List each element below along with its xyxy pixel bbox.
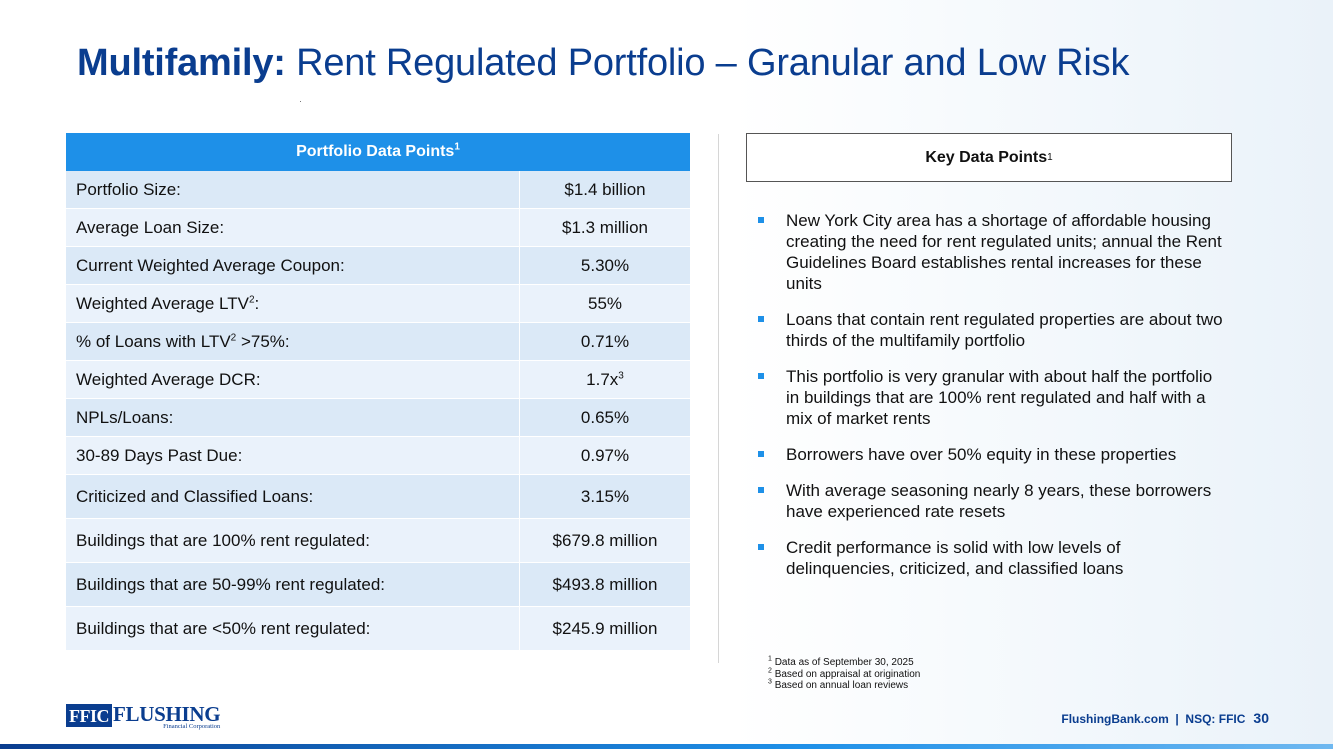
row-label: Portfolio Size: [66,171,519,209]
bullet-text: This portfolio is very granular with abo… [786,367,1213,428]
row-label: % of Loans with LTV2 >75%: [66,323,519,361]
label-text: >75%: [236,331,290,351]
row-value: $1.4 billion [519,171,690,209]
label-text: : [254,293,260,313]
bullet-text: New York City area has a shortage of aff… [786,211,1222,293]
label-sup: 2 [248,293,255,305]
row-label: Buildings that are 50-99% rent regulated… [66,563,519,607]
table-row: Current Weighted Average Coupon: 5.30% [66,247,690,285]
bottom-accent-bar [0,744,1333,749]
square-bullet-icon [758,451,764,457]
row-label: Average Loan Size: [66,209,519,247]
row-value: 0.65% [519,399,690,437]
footnote-text: Data as of September 30, 2025 [774,657,914,668]
row-value: $1.3 million [519,209,690,247]
square-bullet-icon [758,544,764,550]
footnote-text: Based on annual loan reviews [774,680,909,691]
page-title: Multifamily: Rent Regulated Portfolio – … [77,42,1129,85]
table-row: Criticized and Classified Loans: 3.15% [66,475,690,519]
row-label: Current Weighted Average Coupon: [66,247,519,285]
square-bullet-icon [758,217,764,223]
bullet-text: Credit performance is solid with low lev… [786,538,1124,578]
logo-wordmark: FLUSHING Financial Corporation [113,702,221,731]
logo-subtitle: Financial Corporation [163,723,221,730]
list-item: New York City area has a shortage of aff… [758,210,1228,294]
value-sup: 3 [618,369,624,381]
row-label: Weighted Average DCR: [66,361,519,399]
list-item: Borrowers have over 50% equity in these … [758,444,1228,465]
title-dot [300,101,301,102]
table-row: Buildings that are <50% rent regulated: … [66,607,690,651]
footnote: 1 Data as of September 30, 2025 [768,655,920,669]
label-sup: 2 [230,331,237,343]
logo-ffic: FFIC [66,704,112,727]
bullet-text: Borrowers have over 50% equity in these … [786,445,1177,464]
row-value: 0.71% [519,323,690,361]
key-data-points-list: New York City area has a shortage of aff… [758,210,1228,594]
square-bullet-icon [758,373,764,379]
square-bullet-icon [758,316,764,322]
row-value: $245.9 million [519,607,690,651]
list-item: Loans that contain rent regulated proper… [758,309,1228,351]
list-item: With average seasoning nearly 8 years, t… [758,480,1228,522]
footnote-num: 3 [768,678,772,686]
table-row: % of Loans with LTV2 >75%: 0.71% [66,323,690,361]
table-header: Portfolio Data Points1 [66,133,690,171]
title-rest: Rent Regulated Portfolio – Granular and … [296,42,1130,84]
row-label: Buildings that are 100% rent regulated: [66,519,519,563]
row-label: 30-89 Days Past Due: [66,437,519,475]
row-label: Criticized and Classified Loans: [66,475,519,519]
table-header-text: Portfolio Data Points [296,143,455,160]
footnotes: 1 Data as of September 30, 2025 2 Based … [768,655,921,692]
table-row: 30-89 Days Past Due: 0.97% [66,437,690,475]
label-text: Weighted Average LTV [76,293,249,313]
value-text: 1.7x [586,369,619,389]
square-bullet-icon [758,487,764,493]
key-data-points-heading: Key Data Points 1 [746,133,1232,182]
footer-text: FlushingBank.com | NSQ: FFIC [1061,712,1246,726]
row-value: $679.8 million [519,519,690,563]
portfolio-data-table: Portfolio Data Points1 Portfolio Size: $… [66,133,690,651]
table-row: Buildings that are 100% rent regulated: … [66,519,690,563]
bullet-text: With average seasoning nearly 8 years, t… [786,481,1212,521]
page-number: 30 [1253,710,1269,726]
footnote-num: 2 [768,667,772,675]
row-value: 3.15% [519,475,690,519]
footnote-text: Based on appraisal at origination [774,668,921,680]
table-row: Average Loan Size: $1.3 million [66,209,690,247]
table-row: Buildings that are 50-99% rent regulated… [66,563,690,607]
label-text: % of Loans with LTV [76,331,231,351]
list-item: Credit performance is solid with low lev… [758,537,1228,579]
table-row: Weighted Average DCR: 1.7x3 [66,361,690,399]
row-label: Weighted Average LTV2: [66,285,519,323]
footnote: 3 Based on annual loan reviews [768,678,920,692]
table-row: Weighted Average LTV2: 55% [66,285,690,323]
row-label: NPLs/Loans: [66,399,519,437]
footer: FlushingBank.com | NSQ: FFIC 30 [1061,710,1269,726]
bullet-text: Loans that contain rent regulated proper… [786,310,1223,350]
footnote-num: 1 [768,655,772,663]
row-value: 5.30% [519,247,690,285]
footnote: 2 Based on appraisal at origination [768,667,921,681]
list-item: This portfolio is very granular with abo… [758,366,1228,429]
column-divider [718,134,719,663]
row-value: 0.97% [519,437,690,475]
table-row: NPLs/Loans: 0.65% [66,399,690,437]
logo-flushing: FLUSHING [113,702,221,726]
title-bold: Multifamily: [77,42,286,84]
key-data-points-title: Key Data Points [925,148,1048,166]
row-value: $493.8 million [519,563,690,607]
table-row: Portfolio Size: $1.4 billion [66,171,690,209]
company-logo: FFIC FLUSHING Financial Corporation [66,702,221,732]
row-label: Buildings that are <50% rent regulated: [66,607,519,651]
row-value: 1.7x3 [519,361,690,399]
table-header-sup: 1 [454,141,460,153]
row-value: 55% [519,285,690,323]
